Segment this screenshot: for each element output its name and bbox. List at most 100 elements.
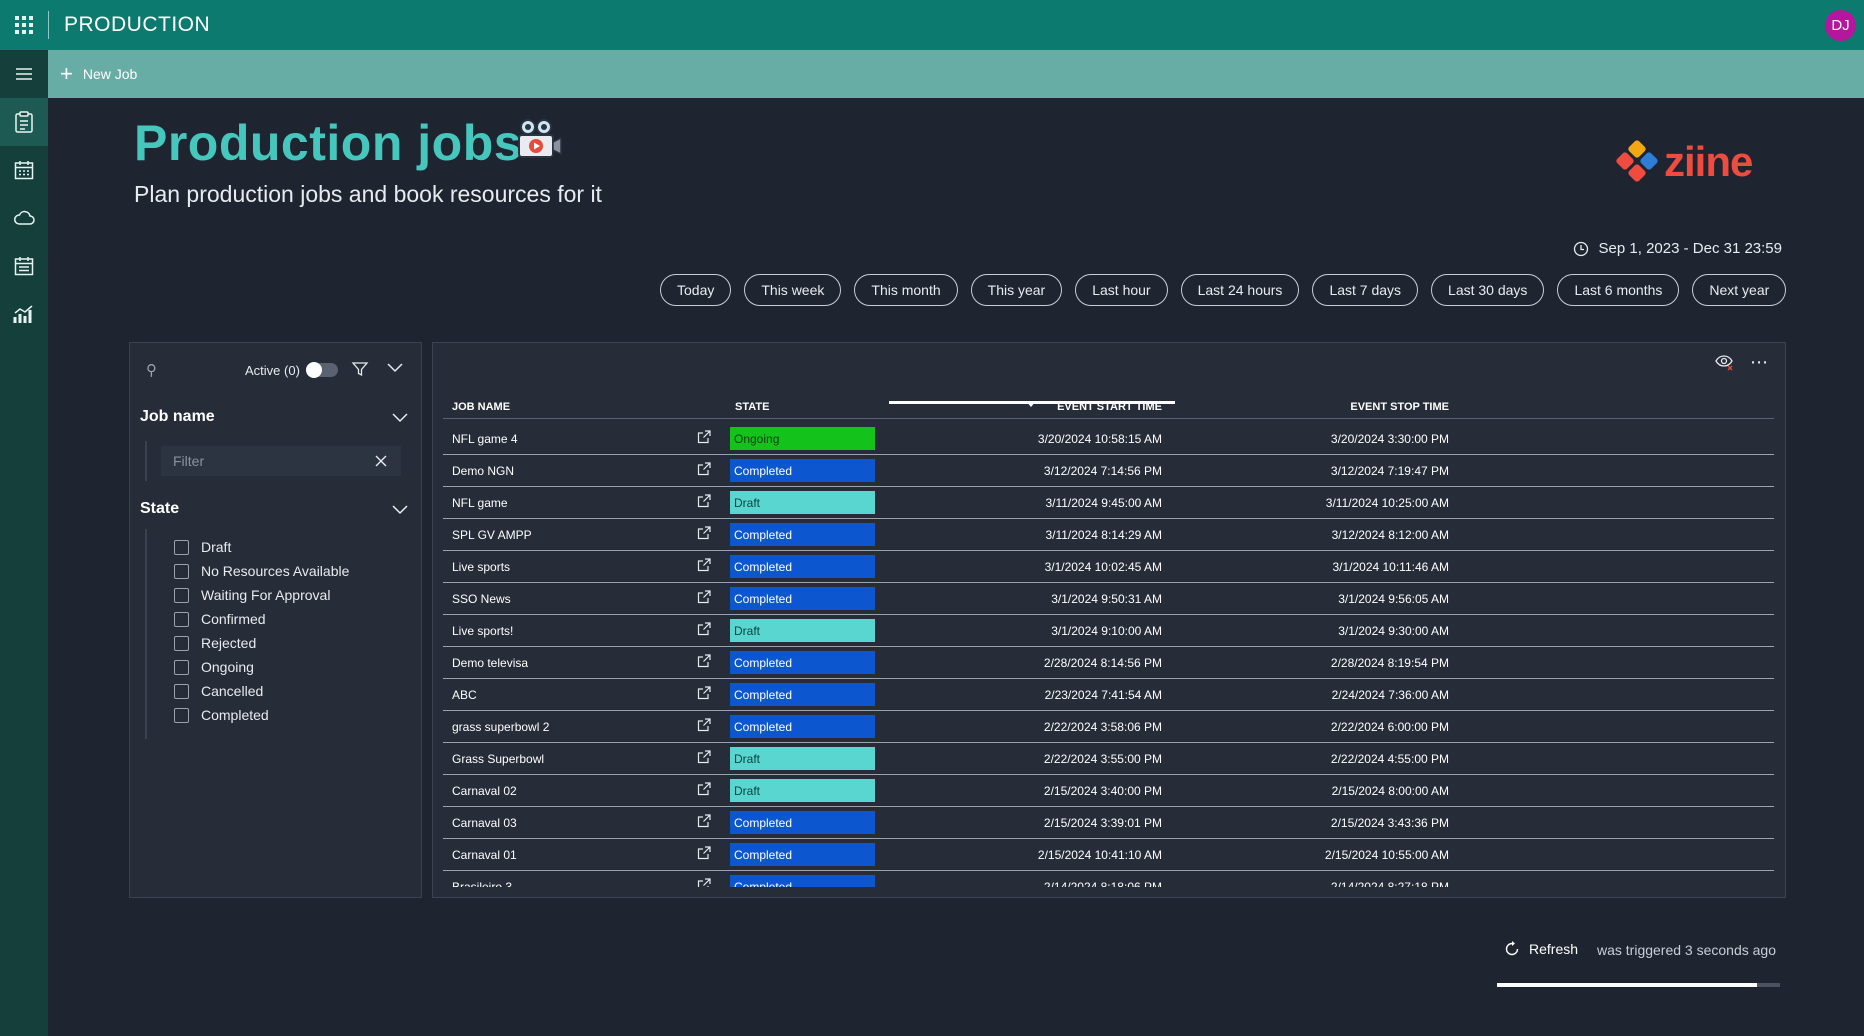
new-job-button[interactable]: + New Job xyxy=(60,63,137,85)
state-checkbox[interactable] xyxy=(174,563,189,579)
state-filter-option[interactable]: Draft xyxy=(174,535,421,559)
state-filter-option[interactable]: Cancelled xyxy=(174,679,421,703)
cloud-icon xyxy=(14,210,35,225)
table-row[interactable]: NFL game Draft 3/11/2024 9:45:00 AM 3/11/20… xyxy=(443,487,1774,519)
refresh-status-text: was triggered 3 seconds ago xyxy=(1597,942,1776,958)
search-icon[interactable]: ⚲ xyxy=(146,362,157,379)
table-row[interactable]: ABC Completed 2/23/2024 7:41:54 AM 2/24/202… xyxy=(443,679,1774,711)
table-row[interactable]: Carnaval 02 Draft 2/15/2024 3:40:00 PM 2/15… xyxy=(443,775,1774,807)
state-badge: Completed xyxy=(730,651,875,674)
column-header-job-name[interactable]: JOB NAME xyxy=(452,401,511,413)
state-checkbox[interactable] xyxy=(174,683,189,699)
table-row[interactable]: Live sports Completed 3/1/2024 10:02:45 AM… xyxy=(443,551,1774,583)
open-external-icon[interactable] xyxy=(697,494,711,511)
event-stop-cell: 3/20/2024 3:30:00 PM xyxy=(1330,432,1449,446)
open-external-icon[interactable] xyxy=(697,878,711,887)
jobs-table-panel: ⋯ JOB NAME STATE EVENT START TIME EVENT … xyxy=(432,342,1786,898)
table-row[interactable]: SSO News Completed 3/1/2024 9:50:31 AM 3/1/… xyxy=(443,583,1774,615)
job-name-section-header[interactable]: Job name xyxy=(130,397,421,437)
nav-menu-button[interactable] xyxy=(0,50,48,98)
app-launcher-button[interactable] xyxy=(0,0,48,50)
chevron-down-icon[interactable] xyxy=(386,361,404,373)
open-external-icon[interactable] xyxy=(697,622,711,639)
open-external-icon[interactable] xyxy=(697,654,711,671)
active-toggle[interactable] xyxy=(306,362,338,378)
event-start-cell: 3/12/2024 7:14:56 PM xyxy=(1043,464,1162,478)
open-external-icon[interactable] xyxy=(697,526,711,543)
open-external-icon[interactable] xyxy=(697,558,711,575)
nav-item-cloud[interactable] xyxy=(0,194,48,242)
nav-item-jobs[interactable] xyxy=(0,98,48,146)
state-checkbox[interactable] xyxy=(174,539,189,555)
nav-item-schedule[interactable] xyxy=(0,242,48,290)
state-checkbox[interactable] xyxy=(174,659,189,675)
quick-range-bar: Today This week This month This year Last ho… xyxy=(660,274,1787,306)
state-filter-option[interactable]: No Resources Available xyxy=(174,559,421,583)
refresh-button[interactable]: Refresh xyxy=(1503,940,1578,958)
hamburger-icon xyxy=(16,68,32,80)
table-row[interactable]: Live sports! Draft 3/1/2024 9:10:00 AM 3/1/… xyxy=(443,615,1774,647)
event-start-cell: 3/11/2024 8:14:29 AM xyxy=(1045,528,1162,542)
table-row[interactable]: NFL game 4 Ongoing 3/20/2024 10:58:15 AM 3/… xyxy=(443,423,1774,455)
quick-range-button[interactable]: Last 30 days xyxy=(1431,274,1545,306)
column-header-state[interactable]: STATE xyxy=(735,401,770,413)
quick-range-button[interactable]: This month xyxy=(854,274,958,306)
state-badge: Completed xyxy=(730,555,875,578)
quick-range-button[interactable]: Last 24 hours xyxy=(1180,274,1300,306)
nav-item-calendar[interactable] xyxy=(0,146,48,194)
open-external-icon[interactable] xyxy=(697,750,711,767)
close-icon[interactable] xyxy=(375,455,387,467)
table-row[interactable]: Demo televisa Completed 2/28/2024 8:14:56 … xyxy=(443,647,1774,679)
quick-range-button[interactable]: This year xyxy=(970,274,1063,306)
open-external-icon[interactable] xyxy=(697,718,711,735)
state-checkbox[interactable] xyxy=(174,587,189,603)
state-filter-option[interactable]: Completed xyxy=(174,703,421,727)
clipboard-icon xyxy=(15,111,33,133)
state-checkbox[interactable] xyxy=(174,611,189,627)
state-option-label: Draft xyxy=(201,539,232,555)
filter-funnel-icon[interactable] xyxy=(351,360,369,378)
column-header-event-start[interactable]: EVENT START TIME xyxy=(1057,401,1162,413)
job-name-filter-wrap xyxy=(145,441,411,481)
quick-range-button[interactable]: Last 7 days xyxy=(1312,274,1419,306)
open-external-icon[interactable] xyxy=(697,430,711,447)
event-start-cell: 3/20/2024 10:58:15 AM xyxy=(1037,432,1162,446)
state-badge: Draft xyxy=(730,779,875,802)
table-tools: ⋯ xyxy=(1714,353,1769,371)
table-row[interactable]: Brasileiro 3 Completed 2/14/2024 8:18:06 P… xyxy=(443,871,1774,887)
table-row[interactable]: Grass Superbowl Draft 2/22/2024 3:55:00 PM… xyxy=(443,743,1774,775)
state-checkbox[interactable] xyxy=(174,635,189,651)
quick-range-button[interactable]: Last 6 months xyxy=(1557,274,1680,306)
analytics-icon xyxy=(13,305,33,323)
quick-range-button[interactable]: Next year xyxy=(1692,274,1787,306)
event-stop-cell: 2/24/2024 7:36:00 AM xyxy=(1331,688,1449,702)
state-filter-option[interactable]: Rejected xyxy=(174,631,421,655)
job-name-filter-input[interactable] xyxy=(161,446,401,476)
open-external-icon[interactable] xyxy=(697,846,711,863)
user-avatar[interactable]: DJ xyxy=(1825,10,1856,41)
open-external-icon[interactable] xyxy=(697,686,711,703)
quick-range-button[interactable]: Last hour xyxy=(1075,274,1168,306)
open-external-icon[interactable] xyxy=(697,814,711,831)
job-name-cell: SSO News xyxy=(452,592,511,606)
state-filter-option[interactable]: Ongoing xyxy=(174,655,421,679)
state-section-header[interactable]: State xyxy=(130,489,421,529)
table-row[interactable]: SPL GV AMPP Completed 3/11/2024 8:14:29 AM… xyxy=(443,519,1774,551)
state-filter-option[interactable]: Confirmed xyxy=(174,607,421,631)
state-filter-option[interactable]: Waiting For Approval xyxy=(174,583,421,607)
more-options-icon[interactable]: ⋯ xyxy=(1750,352,1769,372)
table-row[interactable]: Carnaval 01 Completed 2/15/2024 10:41:10 A… xyxy=(443,839,1774,871)
open-external-icon[interactable] xyxy=(697,462,711,479)
quick-range-button[interactable]: Today xyxy=(660,274,732,306)
nav-item-analytics[interactable] xyxy=(0,290,48,338)
open-external-icon[interactable] xyxy=(697,590,711,607)
eye-off-icon[interactable] xyxy=(1714,353,1734,371)
table-row[interactable]: Carnaval 03 Completed 2/15/2024 3:39:01 PM… xyxy=(443,807,1774,839)
open-external-icon[interactable] xyxy=(697,782,711,799)
table-row[interactable]: Demo NGN Completed 3/12/2024 7:14:56 PM 3/1… xyxy=(443,455,1774,487)
state-checkbox[interactable] xyxy=(174,707,189,723)
date-range-picker[interactable]: Sep 1, 2023 - Dec 31 23:59 xyxy=(1573,240,1782,257)
column-header-event-stop[interactable]: EVENT STOP TIME xyxy=(1350,401,1449,413)
quick-range-button[interactable]: This week xyxy=(744,274,842,306)
table-row[interactable]: grass superbowl 2 Completed 2/22/2024 3:58… xyxy=(443,711,1774,743)
